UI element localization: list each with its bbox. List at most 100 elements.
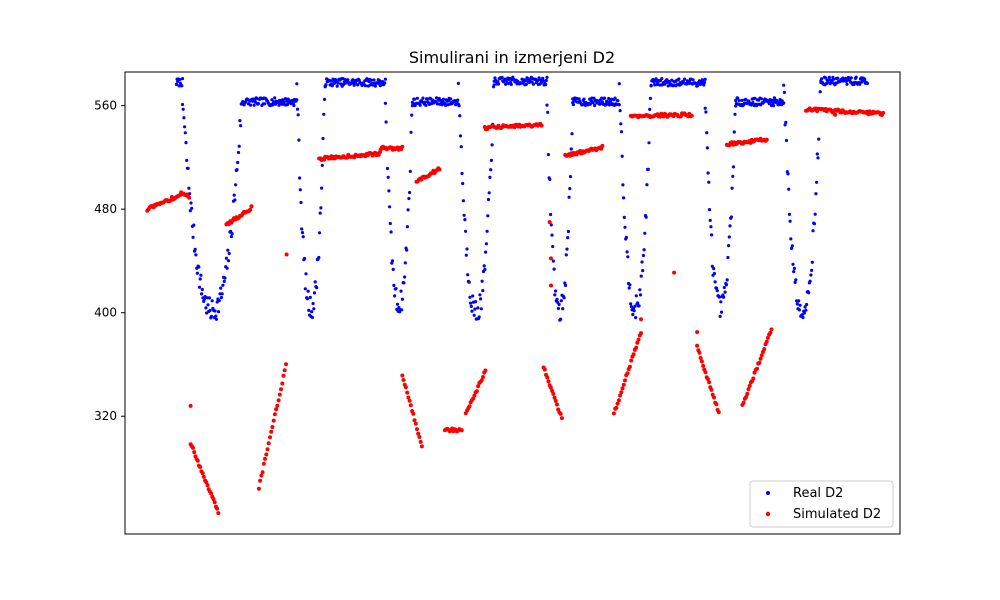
real-d2-point xyxy=(626,255,630,259)
y-tick-label: 560 xyxy=(94,99,117,113)
real-d2-point xyxy=(805,302,809,307)
real-d2-point xyxy=(418,103,422,107)
real-d2-point xyxy=(183,131,187,135)
simulated-d2-point xyxy=(762,347,767,351)
real-d2-point xyxy=(298,176,302,180)
real-d2-point xyxy=(306,289,310,293)
real-d2-point xyxy=(481,289,485,293)
real-d2-point xyxy=(440,103,444,107)
real-d2-point xyxy=(489,168,493,172)
real-d2-point xyxy=(792,270,796,274)
real-d2-point xyxy=(569,147,573,151)
simulated-d2-point xyxy=(275,403,280,408)
real-d2-point xyxy=(421,96,425,100)
real-d2-point xyxy=(789,237,793,241)
real-d2-point xyxy=(386,175,390,179)
real-d2-point xyxy=(782,101,786,105)
real-d2-point xyxy=(273,102,277,106)
real-d2-point xyxy=(772,104,776,108)
real-d2-point xyxy=(640,260,644,264)
real-d2-point xyxy=(744,97,748,101)
real-d2-point xyxy=(845,82,849,86)
simulated-d2-point xyxy=(744,395,749,399)
y-tick-label: 400 xyxy=(94,306,117,320)
real-d2-point xyxy=(725,278,729,282)
simulated-d2-point xyxy=(759,353,764,358)
real-d2-point xyxy=(798,303,802,307)
real-d2-point xyxy=(465,247,469,251)
real-d2-point xyxy=(485,229,489,233)
real-d2-point xyxy=(827,75,832,79)
real-d2-point xyxy=(460,171,464,176)
simulated-d2-point xyxy=(550,388,555,393)
real-d2-point xyxy=(335,84,339,88)
real-d2-point xyxy=(473,307,477,311)
real-d2-point xyxy=(815,152,819,156)
real-d2-point xyxy=(174,82,178,86)
real-d2-point xyxy=(493,76,497,80)
simulated-d2-point xyxy=(474,389,479,394)
real-d2-point xyxy=(545,103,549,107)
real-d2-point xyxy=(546,110,550,114)
real-d2-point xyxy=(298,188,302,192)
simulated-d2-point xyxy=(765,335,770,340)
real-d2-point xyxy=(296,113,300,117)
simulated-d2-point xyxy=(542,367,547,372)
real-d2-point xyxy=(478,293,482,297)
simulated-d2-point xyxy=(707,380,712,385)
real-d2-point xyxy=(449,97,453,101)
simulated-d2-point xyxy=(277,392,282,397)
real-d2-point xyxy=(378,84,382,88)
simulated-d2-point xyxy=(611,411,616,416)
real-d2-point xyxy=(468,295,472,299)
real-d2-point xyxy=(479,297,483,301)
real-d2-point xyxy=(187,186,191,190)
real-d2-point xyxy=(629,302,633,306)
real-d2-point xyxy=(373,84,377,88)
real-d2-point xyxy=(226,259,231,263)
simulated-d2-point xyxy=(264,452,269,457)
simulated-d2-point xyxy=(747,383,752,388)
real-d2-point xyxy=(549,223,553,227)
real-d2-point xyxy=(197,285,202,289)
real-d2-point xyxy=(567,195,571,199)
real-d2-point xyxy=(283,97,287,101)
real-d2-point xyxy=(795,302,799,306)
real-d2-point xyxy=(186,166,190,170)
simulated-d2-point xyxy=(467,404,472,409)
simulated-d2-point xyxy=(768,330,773,335)
real-d2-point xyxy=(790,244,794,248)
real-d2-point xyxy=(639,274,643,278)
real-d2-point xyxy=(307,308,311,312)
real-d2-point xyxy=(441,97,446,101)
real-d2-point xyxy=(181,107,185,111)
real-d2-point xyxy=(550,233,554,237)
real-d2-point xyxy=(810,268,814,272)
simulated-d2-point xyxy=(212,500,217,505)
real-d2-point xyxy=(641,253,646,258)
real-d2-point xyxy=(809,273,813,277)
real-d2-point xyxy=(803,305,807,309)
real-d2-point xyxy=(622,196,626,200)
real-d2-point xyxy=(477,315,481,319)
y-axis: 320 400 480 560 xyxy=(94,99,125,423)
real-d2-point xyxy=(792,266,797,270)
real-d2-point xyxy=(729,215,734,219)
real-d2-point xyxy=(393,294,397,298)
simulated-d2-point xyxy=(272,412,277,417)
real-d2-point xyxy=(352,83,356,87)
real-d2-point xyxy=(618,109,622,113)
real-d2-point xyxy=(817,137,821,141)
real-d2-point xyxy=(470,309,474,313)
real-d2-point xyxy=(217,310,221,314)
real-d2-point xyxy=(239,124,243,128)
simulated-d2-point xyxy=(745,391,750,396)
real-d2-point xyxy=(688,80,692,84)
simulated-d2-point xyxy=(282,368,287,373)
real-d2-point xyxy=(784,120,788,124)
simulated-d2-point xyxy=(697,350,702,355)
real-d2-point xyxy=(783,123,787,127)
real-d2-point xyxy=(794,278,798,282)
real-d2-point xyxy=(227,251,231,256)
real-d2-point xyxy=(320,186,324,190)
